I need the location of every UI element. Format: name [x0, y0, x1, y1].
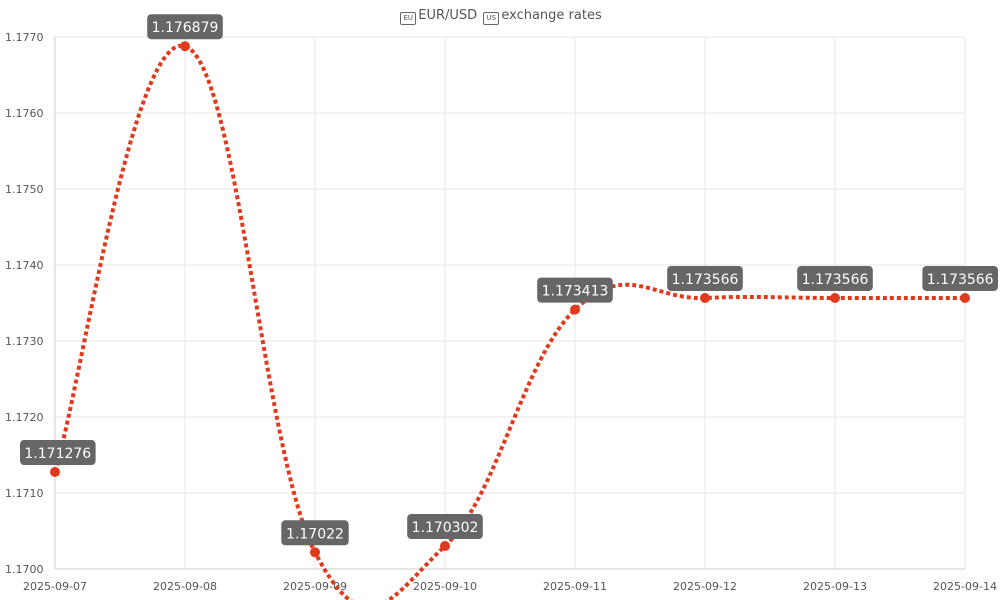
- x-tick-label: 2025-09-13: [803, 580, 867, 593]
- x-tick-label: 2025-09-10: [413, 580, 477, 593]
- y-tick-label: 1.1760: [5, 107, 44, 120]
- y-tick-label: 1.1720: [5, 411, 44, 424]
- series-line-group: [53, 44, 965, 600]
- x-tick-label: 2025-09-11: [543, 580, 607, 593]
- data-label-bg: [147, 14, 223, 40]
- data-point[interactable]: [960, 292, 970, 303]
- data-label: 1.173566: [667, 265, 743, 291]
- x-tick-label: 2025-09-12: [673, 580, 737, 593]
- data-label-bg: [281, 520, 349, 546]
- data-point[interactable]: [700, 292, 710, 303]
- series-line: [53, 44, 965, 600]
- data-label-bg: [537, 277, 613, 303]
- data-label-bg: [797, 265, 873, 291]
- data-label-text: 1.17022: [286, 526, 344, 542]
- data-label-bg: [20, 440, 96, 466]
- data-label-text: 1.176879: [152, 20, 219, 36]
- data-label-bg: [667, 265, 743, 291]
- data-point[interactable]: [830, 292, 840, 303]
- eu-flag-icon: EU: [400, 12, 417, 25]
- data-label-bg: [407, 514, 483, 540]
- data-label-text: 1.170302: [412, 520, 479, 536]
- data-label-text: 1.173566: [802, 272, 869, 288]
- y-tick-label: 1.1740: [5, 259, 44, 272]
- chart-title: EU EUR/USD US exchange rates: [0, 8, 1000, 25]
- data-label-text: 1.173413: [542, 284, 609, 300]
- data-label-text: 1.173566: [927, 272, 994, 288]
- chart-title-suffix: exchange rates: [501, 8, 602, 23]
- y-tick-label: 1.1770: [5, 31, 44, 44]
- data-point[interactable]: [570, 304, 580, 315]
- grid: [54, 36, 966, 570]
- data-labels: 1.171276 1.176879 1.17022 1.170302 1.173413 1…: [20, 14, 998, 546]
- data-label: 1.171276: [20, 440, 96, 466]
- data-points: [50, 41, 970, 558]
- y-tick-label: 1.1730: [5, 335, 44, 348]
- data-label: 1.173413: [537, 277, 613, 303]
- data-label: 1.176879: [147, 14, 223, 40]
- data-label: 1.17022: [281, 520, 349, 546]
- data-label: 1.173566: [922, 265, 998, 291]
- x-tick-label: 2025-09-08: [153, 580, 217, 593]
- x-tick-label: 2025-09-09: [283, 580, 347, 593]
- data-label: 1.173566: [797, 265, 873, 291]
- axes: 1.1700 1.1710 1.1720 1.1730 1.1740 1.1750 1.17…: [5, 31, 997, 593]
- y-tick-label: 1.1710: [5, 487, 44, 500]
- data-point[interactable]: [310, 547, 320, 558]
- data-label-bg: [922, 265, 998, 291]
- data-point[interactable]: [440, 541, 450, 552]
- data-point[interactable]: [50, 467, 60, 478]
- data-label: 1.170302: [407, 514, 483, 540]
- data-label-text: 1.171276: [24, 446, 91, 462]
- data-label-text: 1.173566: [672, 272, 739, 288]
- data-point[interactable]: [180, 41, 190, 52]
- chart-title-pair: EUR/USD: [418, 8, 478, 23]
- y-tick-label: 1.1700: [5, 563, 44, 576]
- x-tick-label: 2025-09-07: [23, 580, 87, 593]
- us-flag-icon: US: [483, 12, 500, 25]
- x-tick-label: 2025-09-14: [933, 580, 997, 593]
- y-tick-label: 1.1750: [5, 183, 44, 196]
